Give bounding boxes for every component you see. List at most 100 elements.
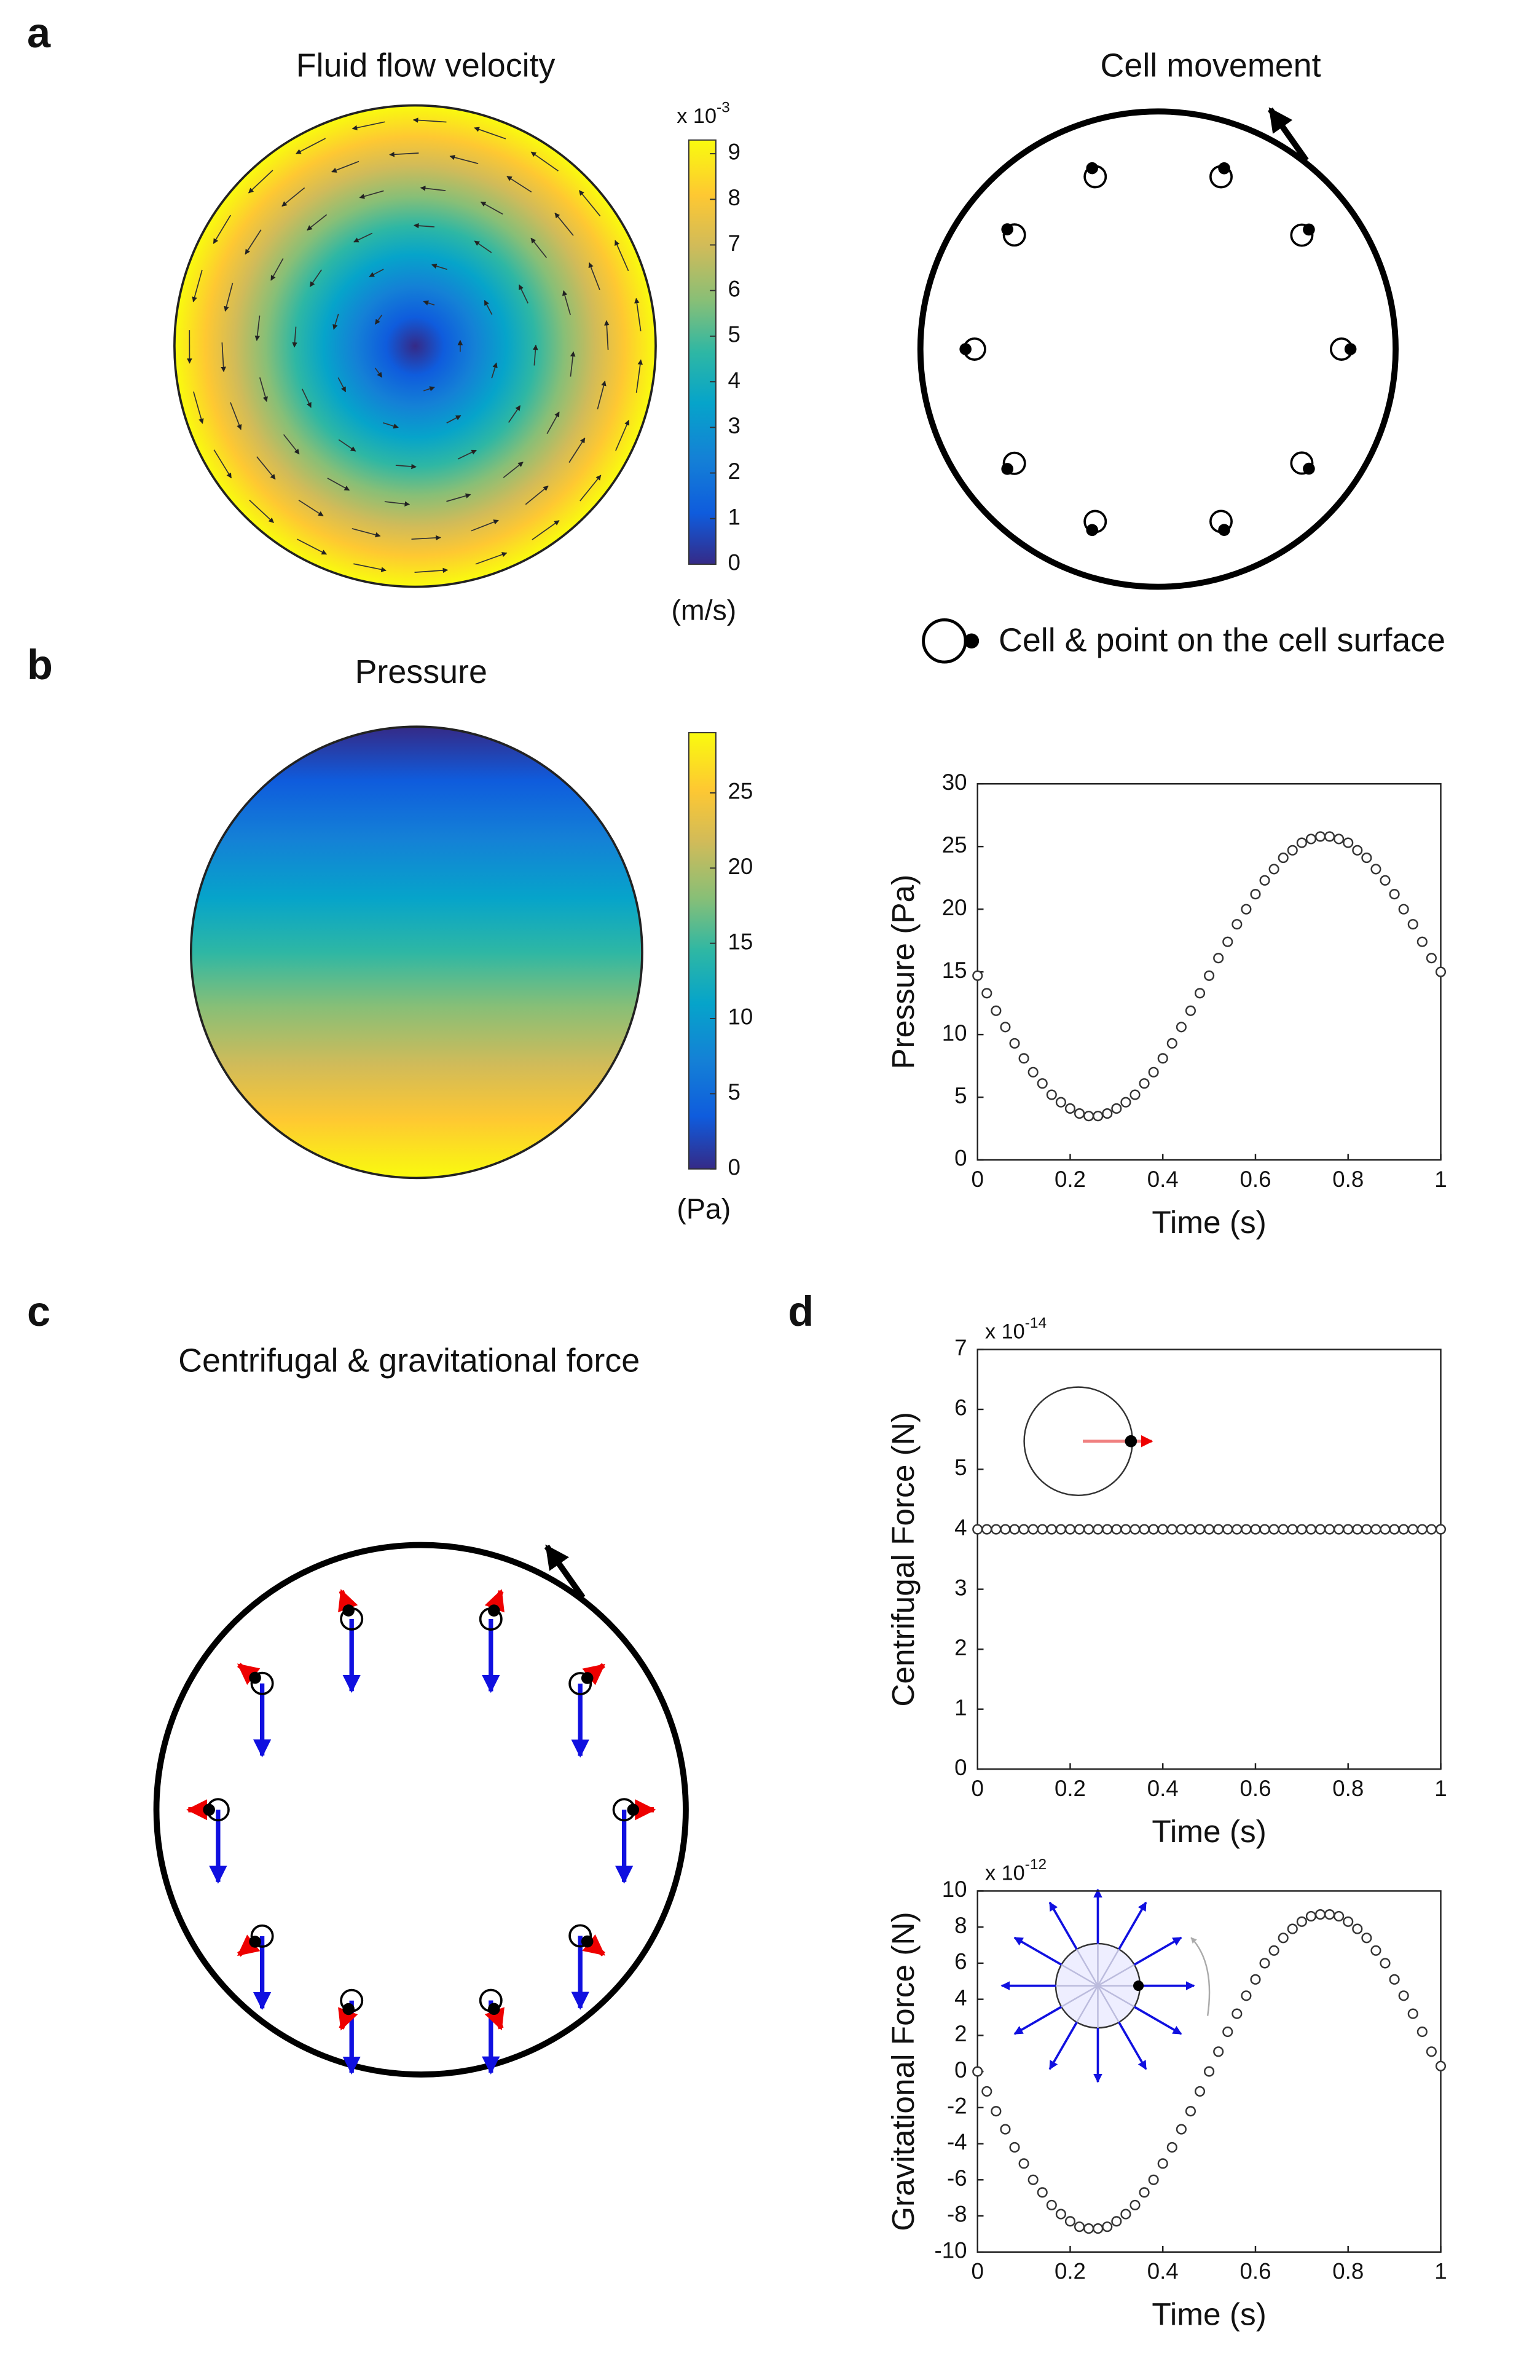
flow-vector bbox=[578, 190, 601, 217]
flow-vector bbox=[570, 351, 576, 377]
data-point bbox=[1287, 845, 1298, 856]
data-point bbox=[1305, 833, 1316, 845]
x-tick-label: 0.2 bbox=[1055, 1167, 1086, 1192]
data-point bbox=[972, 2066, 983, 2077]
data-point bbox=[1083, 1111, 1094, 1122]
data-point bbox=[1204, 2066, 1215, 2077]
data-point bbox=[1314, 1909, 1326, 1920]
flow-vector bbox=[554, 212, 574, 236]
data-point bbox=[1222, 1524, 1233, 1535]
data-point bbox=[1324, 1524, 1335, 1535]
flow-vector bbox=[446, 415, 462, 424]
y-tick-label: 0 bbox=[954, 1755, 967, 1780]
data-point bbox=[1232, 919, 1243, 930]
data-point bbox=[1324, 831, 1335, 842]
data-point bbox=[1305, 1524, 1316, 1535]
data-point bbox=[1194, 1524, 1206, 1535]
data-point bbox=[1185, 1524, 1196, 1535]
flow-vector bbox=[352, 528, 381, 538]
flow-vector bbox=[530, 151, 559, 171]
x-tick-label: 1 bbox=[1434, 1776, 1447, 1801]
inset-spoke bbox=[1097, 1985, 1120, 2023]
flow-vector bbox=[568, 437, 586, 463]
flow-vector bbox=[213, 449, 232, 479]
dish bbox=[917, 108, 1399, 590]
flow-vector bbox=[292, 326, 297, 348]
data-point bbox=[1334, 1524, 1345, 1535]
data-point bbox=[1250, 889, 1261, 900]
x-tick-label: 1 bbox=[1434, 2259, 1447, 2284]
colorbar-tick-label: 1 bbox=[728, 504, 740, 529]
data-point bbox=[1314, 1524, 1326, 1535]
flow-vector bbox=[192, 269, 203, 302]
panel-title: Pressure bbox=[355, 653, 487, 690]
panel-title: Centrifugal & gravitational force bbox=[178, 1342, 640, 1379]
x-tick-label: 0 bbox=[972, 2259, 984, 2284]
data-point bbox=[1194, 2086, 1206, 2097]
dish bbox=[153, 1542, 689, 2078]
data-point bbox=[1416, 936, 1428, 947]
data-point bbox=[1176, 1524, 1187, 1535]
inset-point bbox=[1133, 1980, 1144, 1992]
plot-frame bbox=[976, 1349, 1442, 1770]
flow-vector bbox=[414, 567, 449, 573]
y-tick-label: 6 bbox=[954, 1949, 967, 1974]
flow-disk bbox=[173, 104, 657, 588]
exponent: -3 bbox=[717, 100, 730, 116]
data-point bbox=[1157, 1524, 1168, 1535]
legend-point bbox=[964, 633, 980, 648]
flow-vector bbox=[389, 151, 419, 157]
inset-spoke bbox=[1097, 1964, 1135, 1987]
data-point bbox=[1148, 2174, 1159, 2185]
y-tick-label: 0 bbox=[954, 2057, 967, 2082]
cell bbox=[1002, 451, 1026, 475]
data-point bbox=[1018, 2158, 1029, 2169]
data-point bbox=[1120, 1097, 1131, 1108]
cell-point bbox=[1344, 343, 1357, 355]
data-point bbox=[1241, 1990, 1252, 2001]
y-tick-label: 7 bbox=[954, 1335, 967, 1360]
flow-vector bbox=[307, 214, 328, 231]
cell bbox=[1002, 223, 1026, 247]
data-point bbox=[1120, 1524, 1131, 1535]
data-point bbox=[1204, 1524, 1215, 1535]
colorbar-tick-label: 25 bbox=[728, 779, 753, 804]
inset-arrow bbox=[1118, 2022, 1147, 2070]
data-point bbox=[981, 1524, 992, 1535]
flow-vector bbox=[519, 284, 528, 304]
flow-vector bbox=[353, 563, 387, 572]
panel-label: d bbox=[788, 1288, 814, 1335]
x-tick-label: 0.6 bbox=[1239, 1776, 1271, 1801]
flow-vector bbox=[604, 320, 610, 350]
x-tick-label: 0.2 bbox=[1055, 1776, 1086, 1801]
cell-point bbox=[627, 1803, 640, 1816]
flow-vector bbox=[256, 456, 276, 480]
cell-point bbox=[1086, 162, 1099, 175]
data-point bbox=[1334, 1910, 1345, 1922]
data-point bbox=[1380, 1958, 1391, 1969]
x-tick-label: 0.8 bbox=[1332, 2259, 1364, 2284]
x-tick-label: 0 bbox=[972, 1776, 984, 1801]
data-point bbox=[1343, 837, 1354, 848]
data-point bbox=[991, 1524, 1002, 1535]
data-point bbox=[1213, 953, 1224, 964]
y-tick-label: 3 bbox=[954, 1575, 967, 1600]
inset-spoke bbox=[1097, 1985, 1135, 2008]
flow-vector bbox=[506, 176, 532, 193]
flow-vector bbox=[248, 170, 273, 194]
data-point bbox=[1287, 1923, 1298, 1934]
data-point bbox=[972, 1524, 983, 1535]
data-point bbox=[1268, 1945, 1279, 1956]
colorbar-tick-label: 8 bbox=[728, 185, 740, 210]
data-point bbox=[1102, 2221, 1113, 2232]
flow-vector bbox=[353, 232, 373, 243]
flow-vector bbox=[230, 402, 242, 430]
data-point bbox=[1250, 1974, 1261, 1985]
y-multiplier: x 10-12 bbox=[985, 1856, 1047, 1885]
data-point bbox=[1324, 1909, 1335, 1920]
x-tick-label: 0.4 bbox=[1147, 1167, 1179, 1192]
colorbar-tick-label: 5 bbox=[728, 1079, 740, 1105]
y-tick-label: 10 bbox=[942, 1020, 967, 1046]
flow-vector bbox=[383, 422, 399, 429]
data-point bbox=[1287, 1524, 1298, 1535]
